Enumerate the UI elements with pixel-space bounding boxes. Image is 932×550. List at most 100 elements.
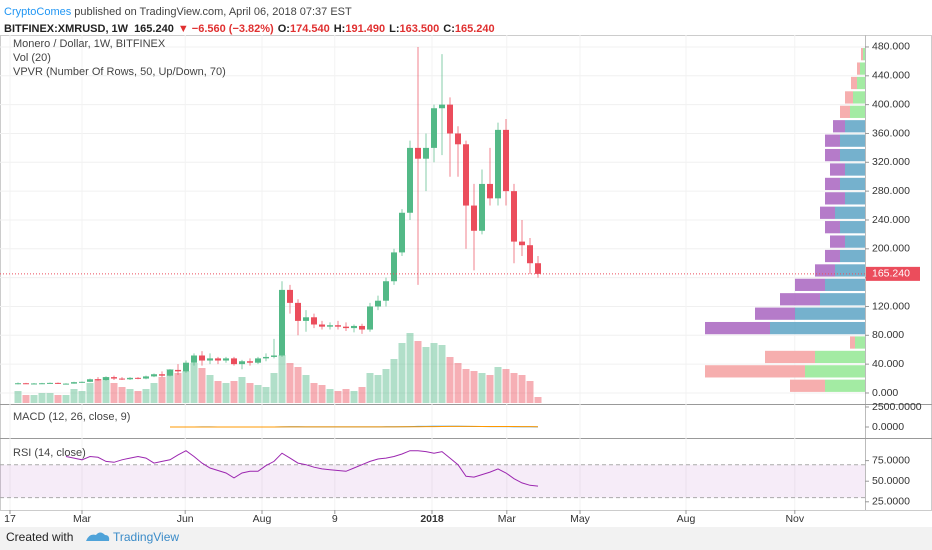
volume-bar (102, 377, 110, 403)
candle-body (423, 147, 429, 159)
chart-title: Monero / Dollar, 1W, BITFINEX (13, 38, 166, 50)
footer-bar (0, 527, 932, 550)
header-line-2: BITFINEX:XMRUSD, 1W 165.240 ▼ −6.560 (−3.8… (4, 23, 495, 35)
candle-body (487, 183, 493, 199)
vpvr-up (840, 221, 865, 234)
vpvr-down (851, 76, 857, 90)
author[interactable]: CryptoComes (4, 6, 72, 18)
y-tick-label: 0.000 (872, 387, 898, 399)
volume-bar (158, 377, 166, 403)
volume-bar (206, 375, 214, 403)
vpvr-down (830, 235, 845, 248)
y-tick-label: 360.000 (872, 127, 910, 139)
candle-body (255, 358, 261, 363)
candle-body (199, 355, 205, 361)
x-tick-label: May (570, 513, 591, 525)
x-tick-label: Mar (498, 513, 517, 525)
volume-bar (238, 377, 246, 403)
candle-body (471, 205, 477, 231)
vpvr-up (845, 235, 865, 248)
rsi-band (0, 464, 865, 498)
ohlc-value: 165.240 (455, 23, 495, 35)
ohlc-label: O: (278, 23, 290, 35)
candle-body (151, 374, 157, 377)
symbol: BITFINEX:XMRUSD, 1W (4, 23, 129, 35)
vpvr-down (820, 206, 835, 219)
candle-body (519, 241, 525, 246)
vpvr-up (863, 48, 865, 61)
volume-bar (230, 381, 238, 403)
vpvr-down (825, 148, 840, 162)
y-tick-label: 320.000 (872, 156, 910, 168)
volume-bar (318, 385, 326, 403)
volume-bar (390, 359, 398, 403)
candle-body (15, 383, 21, 385)
ohlc-value: 191.490 (345, 23, 385, 35)
volume-bar (262, 387, 270, 403)
candle-body (119, 378, 125, 380)
volume-bar (174, 373, 182, 403)
macd-legend: MACD (12, 26, close, 9) (13, 411, 130, 423)
candle-body (351, 325, 357, 329)
tradingview-logo (86, 532, 110, 541)
vpvr-up (805, 365, 865, 378)
volume-bar (134, 391, 142, 403)
volume-bar (62, 395, 70, 403)
volume-bar (534, 397, 542, 403)
volume-bar (38, 393, 46, 403)
candle-body (143, 376, 149, 379)
ohlc-label: L: (389, 23, 399, 35)
candle-body (247, 361, 253, 363)
candle-body (503, 129, 509, 192)
volume-bar (150, 383, 158, 403)
volume-bar (470, 371, 478, 403)
x-tick-label: 2018 (420, 513, 444, 525)
vpvr-up (845, 192, 865, 205)
vpvr-legend: VPVR (Number Of Rows, 50, Up/Down, 70) (13, 66, 226, 78)
volume-bar (382, 369, 390, 403)
candle-body (71, 382, 77, 384)
volume-bar (126, 389, 134, 403)
volume-bar (430, 343, 438, 403)
volume-bar (222, 383, 230, 403)
candle-body (111, 377, 117, 379)
vpvr-up (825, 278, 865, 291)
volume-bar (94, 379, 102, 403)
change: ▼ −6.560 (−3.82%) (178, 23, 274, 35)
candle-body (295, 302, 301, 321)
candle-body (287, 289, 293, 303)
vpvr-down (780, 293, 820, 306)
volume-bar (414, 341, 422, 403)
y-tick-label: 40.000 (872, 358, 904, 370)
vpvr-up (840, 249, 865, 263)
volume-bar (366, 373, 374, 403)
candle-body (479, 183, 485, 231)
candle-body (327, 325, 333, 327)
volume-bar (110, 383, 118, 403)
volume-bar (190, 363, 198, 403)
footer-brand[interactable]: TradingView (113, 530, 179, 544)
y-tick-label: 440.000 (872, 70, 910, 82)
candle-body (191, 355, 197, 363)
candle-body (55, 382, 61, 384)
candle-body (399, 212, 405, 253)
volume-bar (246, 383, 254, 403)
vpvr-down (755, 307, 795, 320)
candle-body (367, 306, 373, 330)
vpvr-down (830, 163, 845, 176)
volume-bar (142, 389, 150, 403)
vpvr-up (850, 105, 865, 118)
y-tick-label: 50.0000 (872, 475, 910, 487)
candle-body (335, 325, 341, 327)
candle-body (359, 325, 365, 330)
vpvr-up (853, 91, 865, 104)
volume-bar (118, 387, 126, 403)
candle-body (383, 281, 389, 301)
ohlc-label: C: (443, 23, 455, 35)
volume-bar (454, 363, 462, 403)
vpvr-down (845, 91, 853, 104)
volume-bar (270, 373, 278, 403)
vpvr-down (825, 134, 840, 147)
volume-bar (406, 333, 414, 403)
